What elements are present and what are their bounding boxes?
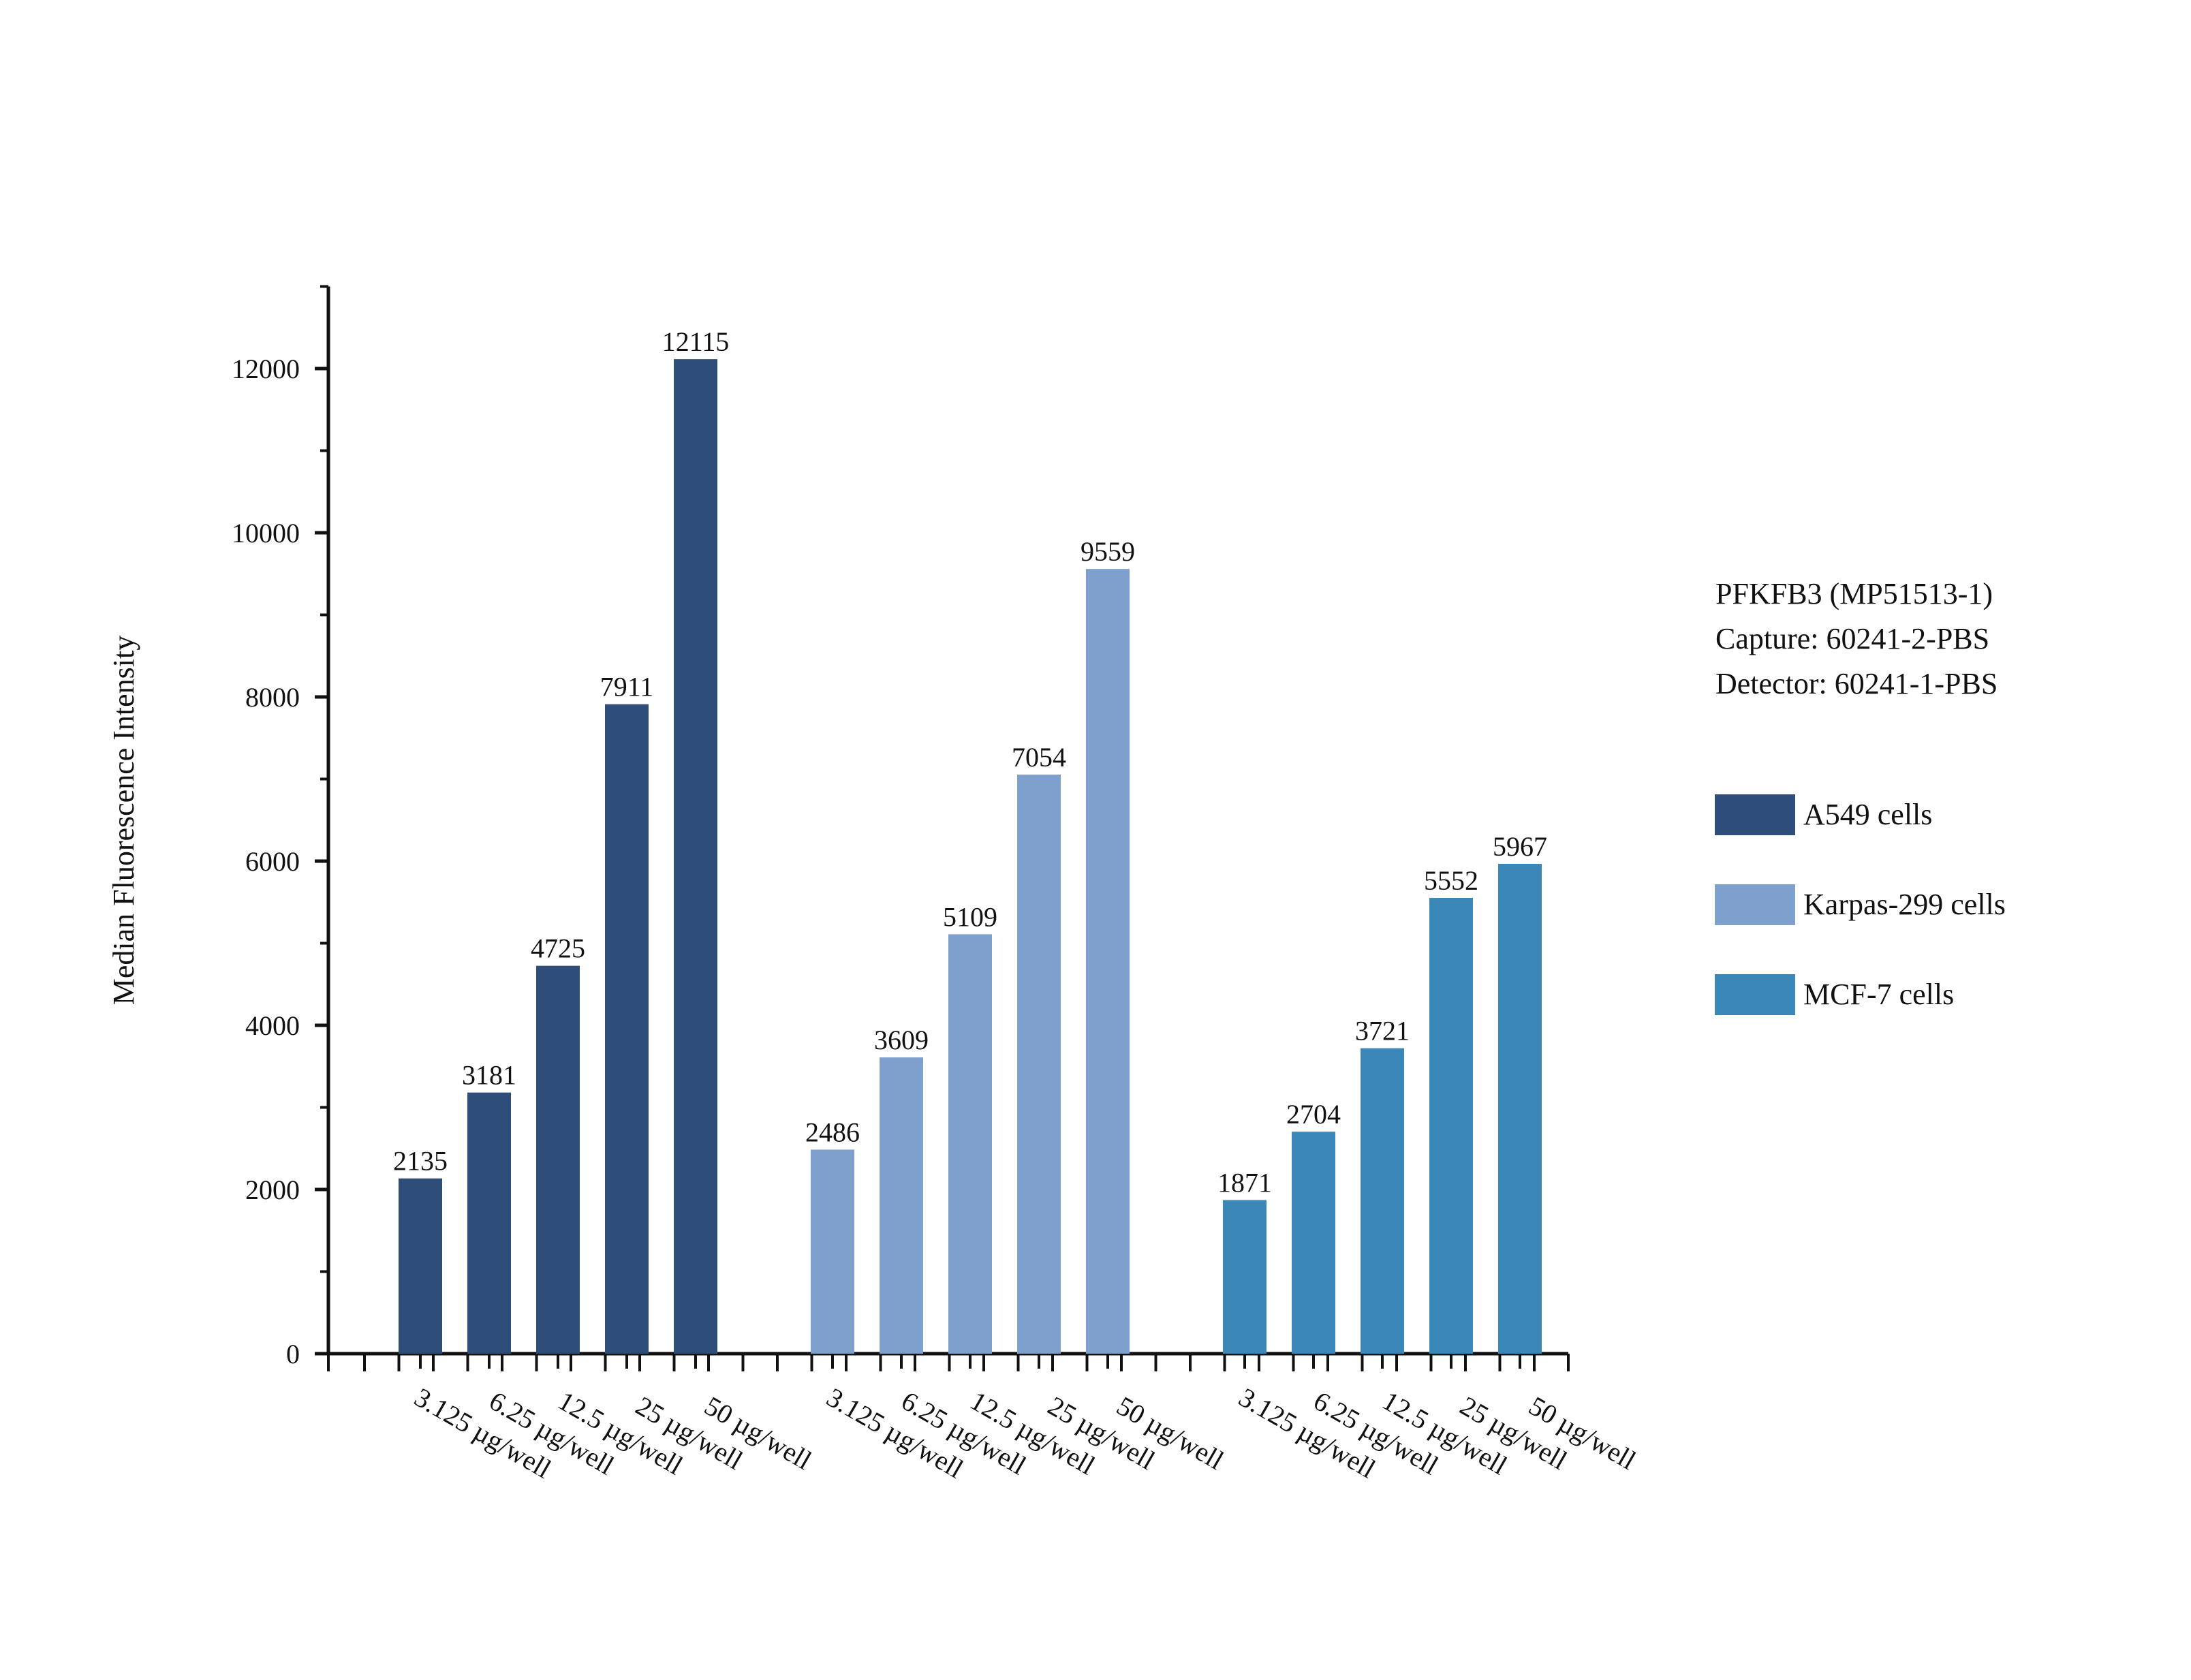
y-tick-label: 6000 — [245, 846, 300, 877]
y-tick-label: 2000 — [245, 1175, 300, 1205]
bar-value-label: 7054 — [1012, 742, 1066, 773]
bar-value-label: 5967 — [1493, 831, 1547, 862]
bar — [1361, 1048, 1404, 1354]
bar — [1223, 1200, 1267, 1354]
legend-swatch — [1715, 794, 1795, 835]
bar — [880, 1057, 923, 1354]
bar — [811, 1149, 854, 1354]
legend-swatch — [1715, 884, 1795, 925]
annotation-line: Detector: 60241-1-PBS — [1715, 667, 1998, 700]
bar-value-label: 3721 — [1355, 1016, 1410, 1046]
bar-value-label: 9559 — [1081, 536, 1135, 567]
y-axis-title: Median Fluorescence Intensity — [107, 636, 140, 1006]
bar — [399, 1178, 442, 1354]
bar-value-label: 2486 — [805, 1117, 860, 1147]
bar-value-label: 2135 — [393, 1146, 448, 1177]
bar — [605, 704, 649, 1354]
bar-value-label: 7911 — [600, 672, 654, 702]
annotation-line: Capture: 60241-2-PBS — [1715, 622, 1989, 655]
legend-swatch — [1715, 974, 1795, 1015]
bar-value-label: 2704 — [1286, 1099, 1341, 1130]
bar-value-label: 1871 — [1217, 1168, 1272, 1198]
legend-label: MCF-7 cells — [1803, 978, 1954, 1011]
bar-value-label: 5552 — [1424, 865, 1478, 896]
y-tick-label: 4000 — [245, 1010, 300, 1041]
bar — [467, 1092, 511, 1354]
y-tick-label: 10000 — [232, 518, 300, 548]
bar — [1292, 1132, 1335, 1354]
y-tick-label: 8000 — [245, 682, 300, 713]
bar-value-label: 12115 — [662, 326, 730, 357]
bar — [1086, 569, 1130, 1354]
bar — [674, 359, 717, 1354]
bar — [536, 965, 580, 1354]
annotation-line: PFKFB3 (MP51513-1) — [1715, 577, 1993, 610]
bar — [1429, 897, 1473, 1354]
bar-value-label: 3181 — [462, 1060, 516, 1091]
bar — [1498, 863, 1542, 1354]
y-tick-label: 0 — [286, 1339, 300, 1369]
y-tick-label: 12000 — [232, 354, 300, 384]
bar-value-label: 5109 — [943, 901, 997, 932]
legend-label: Karpas-299 cells — [1803, 888, 2006, 921]
legend-label: A549 cells — [1803, 798, 1932, 831]
bar — [948, 934, 992, 1354]
bar — [1017, 774, 1061, 1354]
bar-value-label: 4725 — [531, 933, 585, 964]
bar-value-label: 3609 — [874, 1025, 929, 1055]
